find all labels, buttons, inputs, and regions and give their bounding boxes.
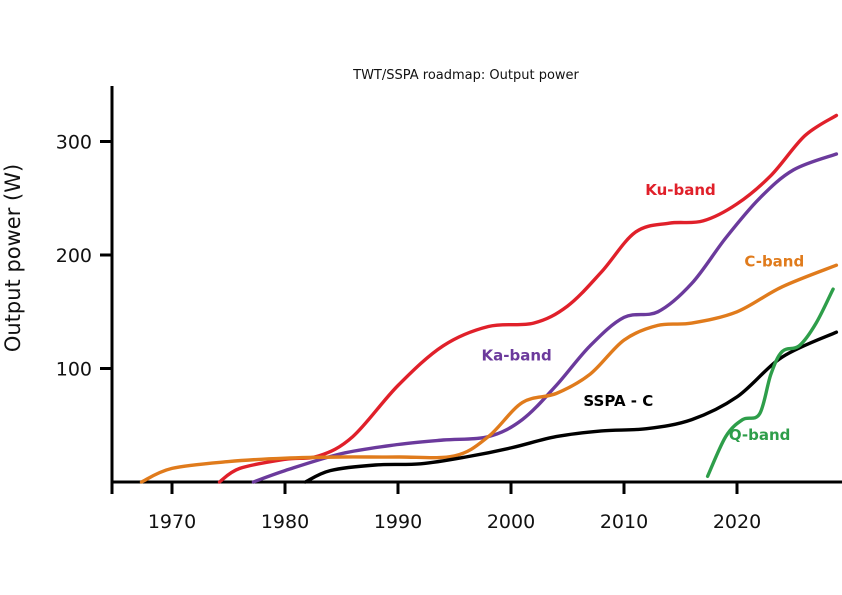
series-line-c-band	[139, 263, 839, 484]
series-labels: Ku-band Ka-band C-band SSPA - C Q-band	[482, 181, 805, 444]
x-tick-label: 2010	[600, 511, 648, 533]
y-tick-label: 200	[56, 245, 92, 267]
y-tick-label: 100	[56, 359, 92, 381]
series-label-q-band: Q-band	[729, 426, 791, 444]
series-line-q-band	[705, 287, 835, 478]
x-tick-label: 2000	[487, 511, 535, 533]
x-tick-label: 1970	[148, 511, 196, 533]
series-line-ka-band	[251, 152, 839, 484]
series-label-c-band: C-band	[744, 252, 804, 270]
series-layer	[139, 113, 839, 484]
series-label-ku-band: Ku-band	[645, 181, 716, 199]
series-label-sspa-c: SSPA - C	[583, 392, 653, 410]
chart-title: TWT/SSPA roadmap: Output power	[352, 68, 579, 83]
series-label-ka-band: Ka-band	[482, 347, 552, 365]
y-axis-label: Output power (W)	[1, 164, 25, 352]
x-tick-label: 1980	[261, 511, 309, 533]
axes: 1970 1980 1990 2000 2010 2020 100 200 300	[56, 86, 842, 533]
series-line-sspa-c	[303, 330, 839, 484]
x-tick-label: 1990	[374, 511, 422, 533]
y-tick-label: 300	[56, 132, 92, 154]
x-tick-label: 2020	[713, 511, 761, 533]
